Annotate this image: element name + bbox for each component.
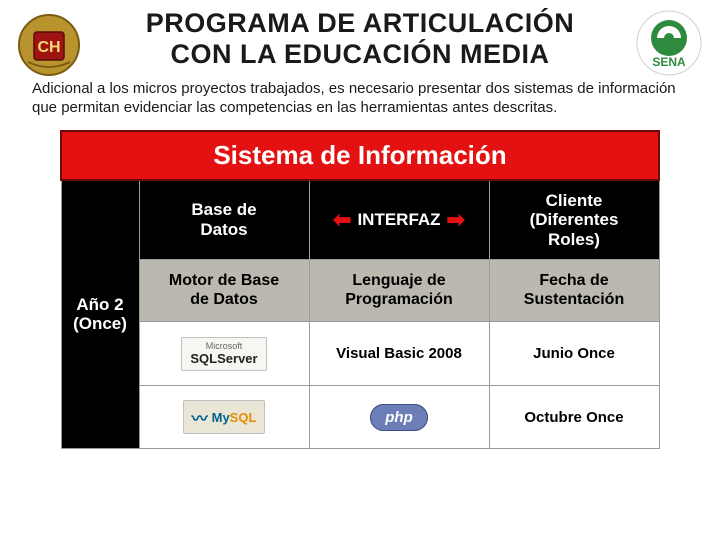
mysql-logo-icon: 〰 MySQL [183,400,266,434]
cat-date: Fecha de Sustentación [489,260,659,322]
dolphin-icon: 〰 [192,405,208,429]
table-row: Microsoft SQLServer Visual Basic 2008 Ju… [61,322,659,386]
table-banner-cell: Sistema de Información [61,131,659,180]
svg-text:SENA: SENA [652,55,686,69]
interfaz-label: INTERFAZ [357,210,440,230]
year-label-line2: (Once) [73,314,127,333]
php-logo-icon: php [370,404,428,431]
cat-db-engine: Motor de Base de Datos [139,260,309,322]
table-head-row: Año 2 (Once) Base de Datos ⬅ INTERFAZ ➡ … [61,180,659,260]
slide-title: PROGRAMA DE ARTICULACIÓN CON LA EDUCACIÓ… [146,8,574,70]
sena-logo-icon: SENA [636,10,702,76]
info-system-table: Sistema de Información Año 2 (Once) Base… [0,126,720,449]
school-crest-icon: CH [18,14,80,76]
arrow-left-icon: ⬅ [333,207,351,232]
table-banner-row: Sistema de Información [61,131,659,180]
cell-vb2008: Visual Basic 2008 [309,322,489,386]
cell-date-oct: Octubre Once [489,386,659,449]
head-client-cell: Cliente (Diferentes Roles) [489,180,659,260]
year-label-cell: Año 2 (Once) [61,180,139,449]
cell-date-june: Junio Once [489,322,659,386]
head-interface-cell: ⬅ INTERFAZ ➡ [309,180,489,260]
cell-sqlserver: Microsoft SQLServer [139,322,309,386]
head-db-cell: Base de Datos [139,180,309,260]
intro-paragraph: Adicional a los micros proyectos trabaja… [0,74,720,126]
arrow-right-icon: ➡ [447,207,465,232]
sqlserver-logo-icon: Microsoft SQLServer [181,337,266,371]
table-category-row: Motor de Base de Datos Lenguaje de Progr… [61,260,659,322]
cell-php: php [309,386,489,449]
cell-mysql: 〰 MySQL [139,386,309,449]
table-row: 〰 MySQL php Octubre Once [61,386,659,449]
title-line-1: PROGRAMA DE ARTICULACIÓN [146,8,574,38]
year-label-line1: Año 2 [76,295,123,314]
slide-header: CH PROGRAMA DE ARTICULACIÓN CON LA EDUCA… [0,0,720,74]
title-line-2: CON LA EDUCACIÓN MEDIA [170,39,549,69]
svg-text:CH: CH [37,39,60,56]
cat-language: Lenguaje de Programación [309,260,489,322]
